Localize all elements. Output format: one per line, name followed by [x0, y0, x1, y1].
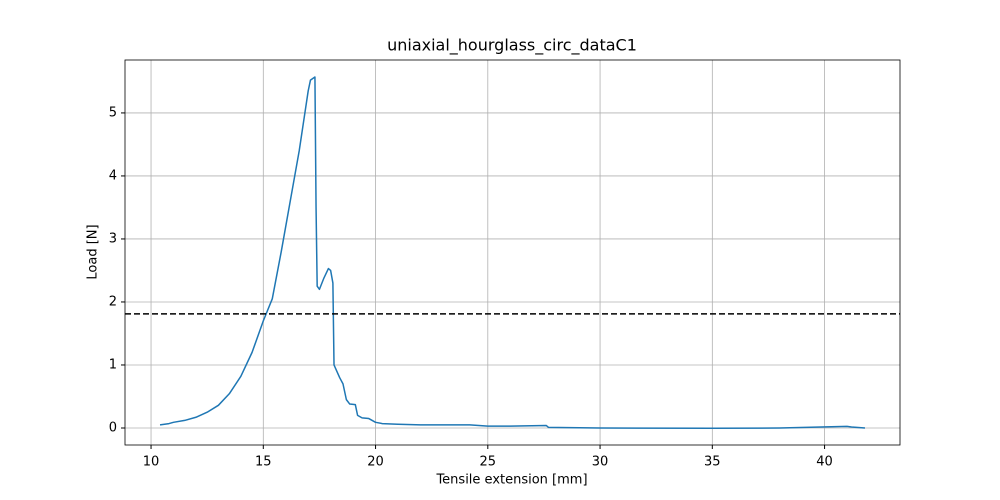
x-tick-label: 25	[480, 455, 497, 470]
x-tick-label: 30	[592, 455, 609, 470]
y-axis-label: Load [N]	[86, 224, 101, 279]
y-tick-label: 1	[109, 357, 117, 372]
y-tick-label: 3	[109, 231, 117, 246]
plot-frame	[124, 59, 901, 446]
y-tick-label: 4	[109, 168, 117, 183]
x-tick-label: 40	[816, 455, 833, 470]
y-tick-label: 0	[109, 420, 117, 435]
y-tick-label: 5	[109, 105, 117, 120]
y-tick-label: 2	[109, 294, 117, 309]
x-tick-label: 20	[367, 455, 384, 470]
x-axis-label: Tensile extension [mm]	[435, 473, 587, 488]
data-line	[159, 76, 866, 430]
x-tick-label: 35	[704, 455, 721, 470]
x-tick-label: 10	[143, 455, 160, 470]
x-tick-label: 15	[255, 455, 272, 470]
chart-title: uniaxial_hourglass_circ_dataC1	[387, 36, 637, 56]
